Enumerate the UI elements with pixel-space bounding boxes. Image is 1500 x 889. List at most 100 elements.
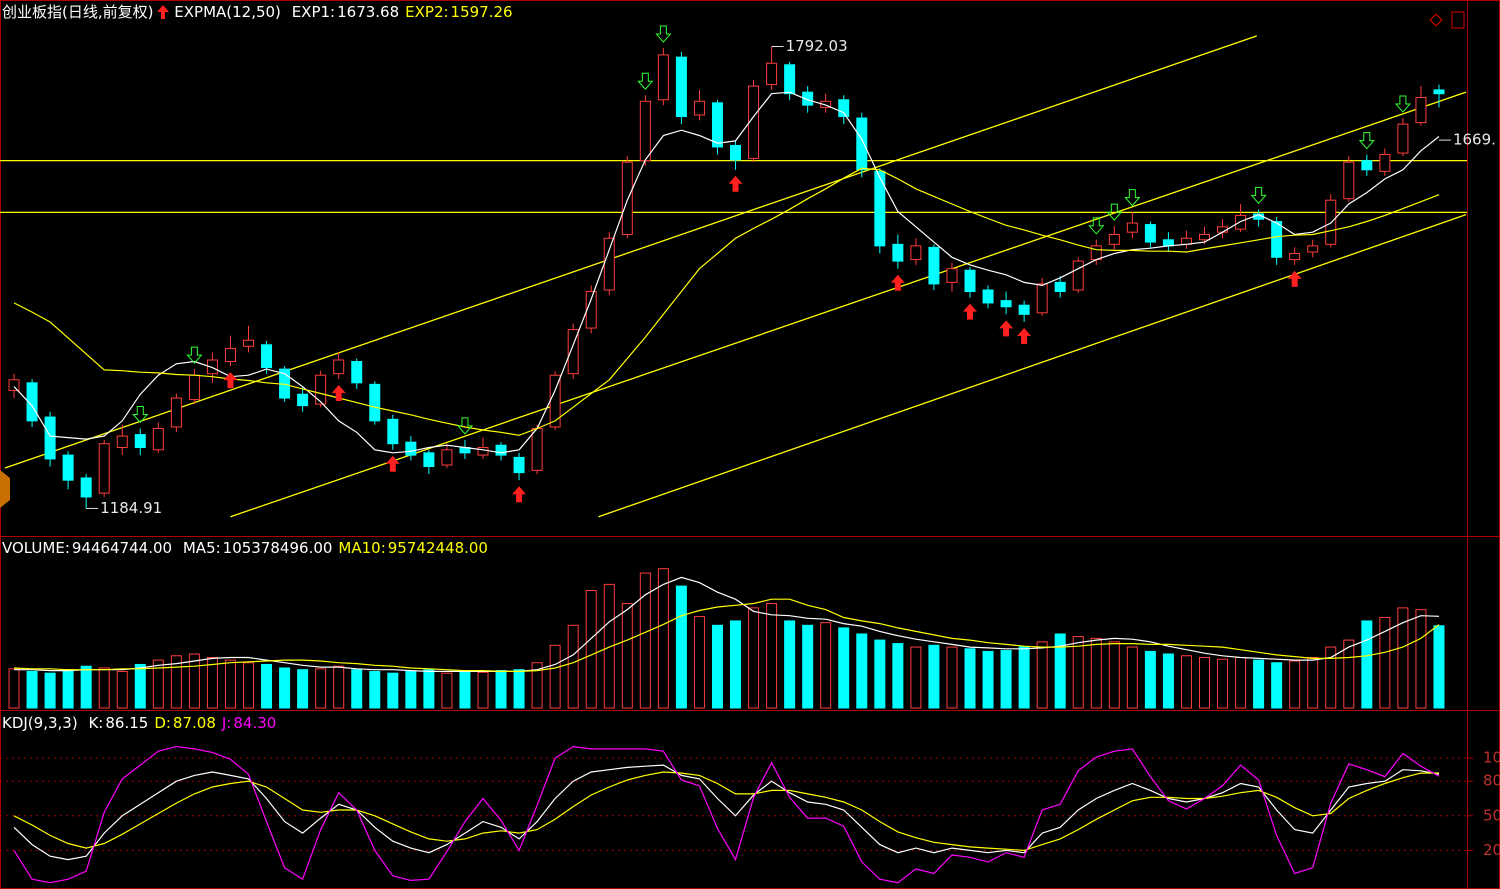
candle-body (62, 454, 74, 481)
volume-bar (333, 665, 345, 709)
candle-body (206, 359, 218, 375)
candle-body (261, 344, 273, 369)
candle-body (8, 379, 20, 391)
candle-body (26, 382, 38, 422)
volume-bar (1126, 646, 1138, 709)
volume-bar (387, 672, 399, 709)
volume-bar (369, 670, 381, 709)
candle-body (928, 246, 940, 285)
volume-bar (188, 653, 200, 709)
volume-bar (1054, 633, 1066, 709)
volume-bar (1072, 636, 1084, 709)
toolbar-icon[interactable] (1451, 11, 1465, 29)
candle-body (1162, 239, 1174, 247)
sell-signal (132, 405, 149, 424)
candle-body (784, 64, 796, 95)
legend-value: 95742448.00 (387, 539, 488, 557)
candle-body (351, 361, 363, 384)
candle-body (675, 56, 687, 118)
volume-bar (549, 644, 561, 709)
volume-bar (152, 659, 164, 709)
candle-body (116, 435, 128, 448)
volume-bar (459, 670, 471, 709)
legend-name: MA5: (182, 539, 221, 557)
volume-header: VOLUME: 94464744.00 MA5: 105378496.00 MA10:… (2, 539, 500, 557)
volume-bar (1253, 659, 1265, 709)
candle-body (44, 416, 56, 460)
candle-body (1415, 97, 1427, 124)
buy-signal (728, 175, 743, 192)
candle-body (874, 170, 886, 247)
legend-value: 1597.26 (450, 3, 513, 21)
volume-bar (1235, 657, 1247, 709)
candle-body (1361, 160, 1373, 171)
volume-bar (711, 624, 723, 709)
indicator-line (14, 576, 1440, 672)
candle-body (1018, 304, 1030, 315)
sell-signal (1250, 186, 1267, 205)
indicator-line (13, 91, 1440, 454)
value: 94464744.00 (71, 539, 173, 557)
volume-bar (477, 671, 489, 709)
volume-bar (766, 603, 778, 709)
candle-body (964, 269, 976, 293)
volume-bar (1000, 650, 1012, 709)
volume-bar (1415, 609, 1427, 709)
kdj-header: KDJ(9,3,3) K: 86.15 D: 87.08 J: 84.30 (2, 714, 288, 732)
volume-bar (856, 633, 868, 709)
indicator-line (13, 598, 1440, 672)
candle-body (838, 99, 850, 118)
volume-bar (964, 648, 976, 709)
volume-bar (675, 585, 687, 709)
volume-bar (693, 616, 705, 709)
volume-bar (405, 670, 417, 709)
candle-body (1271, 221, 1283, 258)
arrow-icon (157, 5, 170, 19)
sell-signal (456, 417, 474, 435)
buy-signal (385, 455, 400, 472)
annotation: 1184.91 (100, 499, 162, 517)
legend-value: 105378496.00 (222, 539, 333, 557)
candle-body (188, 374, 200, 401)
volume-bar (1162, 653, 1174, 709)
volume-bar (1018, 646, 1030, 709)
candle-body (333, 359, 345, 375)
candle-body (243, 339, 255, 347)
volume-bar (928, 644, 940, 709)
y-tick-label: 50 (1483, 806, 1500, 824)
volume-bar (892, 643, 904, 709)
candle-body (405, 441, 417, 456)
volume-bar (1180, 655, 1192, 709)
volume-bar (243, 662, 255, 709)
volume-bar (1343, 639, 1355, 709)
toolbar-icon[interactable] (1429, 13, 1443, 27)
candle-body (730, 144, 742, 161)
legend-value: 84.30 (233, 714, 277, 732)
buy-signal (890, 274, 905, 291)
candle-body (387, 418, 399, 445)
volume-bar (441, 672, 453, 709)
volume-bar (585, 589, 597, 709)
volume-bar (134, 663, 146, 709)
volume-bar (1307, 657, 1319, 709)
sell-signal (655, 25, 672, 43)
side-tab[interactable] (0, 470, 10, 508)
volume-bar (603, 583, 615, 709)
candle-body (495, 444, 507, 456)
candle-body (766, 62, 778, 86)
candle-body (134, 434, 146, 448)
sell-signal (1358, 132, 1375, 150)
volume-bar (1036, 641, 1048, 709)
candle-body (1198, 233, 1210, 241)
candle-body (1072, 260, 1084, 291)
candle-body (1433, 89, 1445, 95)
volume-bar (62, 669, 74, 709)
legend: K: 86.15 D: 87.08 J: 84.30 (88, 714, 282, 732)
sell-signal (1088, 217, 1105, 235)
legend: EXP1: 1673.68 EXP2: 1597.26 (292, 3, 519, 21)
candle-body (1289, 252, 1301, 261)
buy-signal (1287, 270, 1302, 287)
volume-bar (1379, 616, 1391, 709)
